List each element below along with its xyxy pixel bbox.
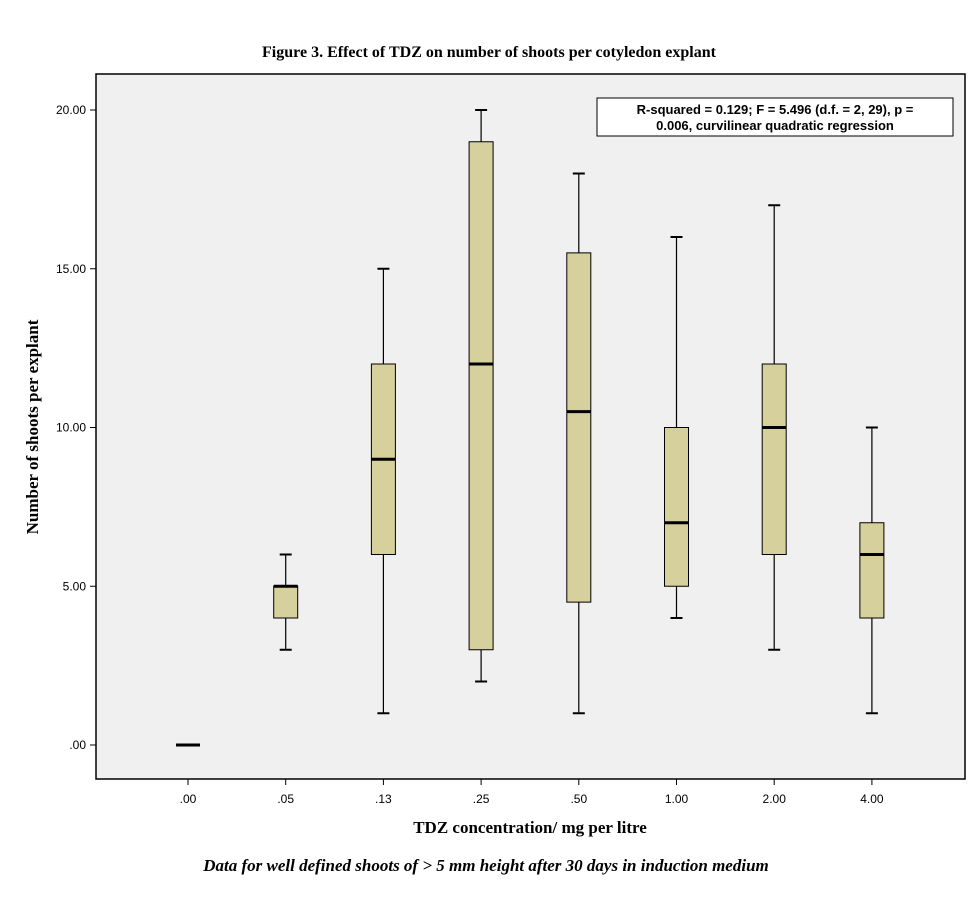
annotation-line-1: R-squared = 0.129; F = 5.496 (d.f. = 2, … <box>637 102 914 117</box>
y-tick-label: 10.00 <box>56 421 86 435</box>
box-p50 <box>566 172 592 715</box>
box-1p00 <box>664 236 689 619</box>
plot-area <box>95 73 966 780</box>
figure-caption: Data for well defined shoots of > 5 mm h… <box>202 856 769 875</box>
iqr-box <box>273 585 299 619</box>
x-tick-label: 1.00 <box>665 792 689 806</box>
box-p05 <box>273 553 299 651</box>
iqr-box <box>761 363 787 555</box>
iqr-box <box>859 522 885 619</box>
x-tick-label: 4.00 <box>860 792 884 806</box>
x-tick-label: .25 <box>473 792 490 806</box>
annotation-line-2: 0.006, curvilinear quadratic regression <box>656 118 894 133</box>
box-p25 <box>468 109 494 683</box>
iqr-box <box>468 141 494 651</box>
x-axis: .00 .05 .13 .25 .50 1.00 2.00 4.00 <box>180 779 884 806</box>
x-tick-label: .13 <box>375 792 392 806</box>
annotation-box: R-squared = 0.129; F = 5.496 (d.f. = 2, … <box>596 97 954 137</box>
iqr-box <box>664 427 689 587</box>
iqr-box <box>566 252 592 603</box>
y-axis-label: Number of shoots per explant <box>23 319 42 534</box>
box-4p00 <box>859 426 885 715</box>
x-tick-label: .05 <box>277 792 294 806</box>
x-tick-label: .50 <box>570 792 587 806</box>
y-axis: .00 5.00 10.00 15.00 20.00 <box>56 103 96 752</box>
chart-title: Figure 3. Effect of TDZ on number of sho… <box>262 44 717 61</box>
box-p13 <box>370 267 396 715</box>
x-axis-label: TDZ concentration/ mg per litre <box>413 818 647 837</box>
y-tick-label: .00 <box>69 738 86 752</box>
x-tick-label: .00 <box>180 792 197 806</box>
y-tick-label: 5.00 <box>63 579 87 593</box>
boxes-layer <box>176 109 885 747</box>
y-tick-label: 20.00 <box>56 103 86 117</box>
box-2p00 <box>761 204 787 651</box>
x-tick-label: 2.00 <box>763 792 787 806</box>
y-tick-label: 15.00 <box>56 262 86 276</box>
